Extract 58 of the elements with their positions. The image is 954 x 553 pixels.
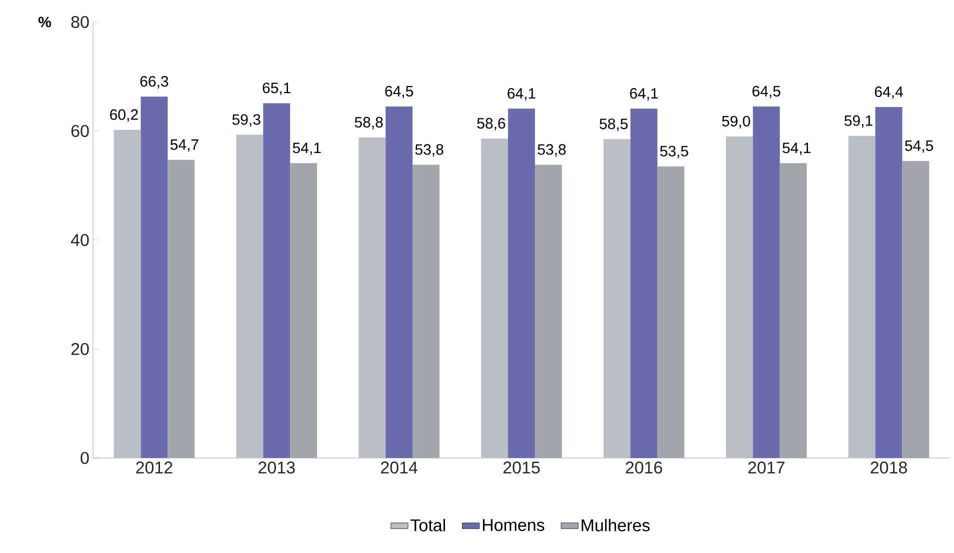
x-tick-label: 2018 xyxy=(870,462,907,474)
bar xyxy=(168,160,195,458)
x-tick-label: 2015 xyxy=(503,462,540,474)
bar xyxy=(481,138,508,458)
data-label: 53,8 xyxy=(538,144,566,157)
data-label: 54,1 xyxy=(292,142,321,155)
data-label: 58,8 xyxy=(354,116,383,130)
legend-label: Homens xyxy=(482,519,544,532)
bar xyxy=(263,103,290,458)
y-tick-label: 0 xyxy=(80,452,89,464)
data-label: 60,2 xyxy=(110,109,138,122)
bar xyxy=(875,107,902,458)
bar xyxy=(752,106,780,458)
y-axis-title: % xyxy=(38,16,52,28)
data-label: 59,1 xyxy=(844,115,872,128)
data-label: 64,4 xyxy=(874,86,903,99)
y-tick-label: 40 xyxy=(70,234,89,246)
bar xyxy=(236,134,264,458)
data-label: 59,3 xyxy=(232,114,260,127)
data-label: 54,5 xyxy=(905,140,934,153)
y-tick-label: 80 xyxy=(71,16,89,28)
data-label: 66,3 xyxy=(140,76,168,88)
bar xyxy=(534,164,562,458)
data-label: 54,7 xyxy=(170,139,198,152)
bar xyxy=(630,108,658,458)
legend-label: Mulheres xyxy=(582,518,650,532)
bar xyxy=(114,130,141,458)
data-label: 64,1 xyxy=(508,88,536,100)
bar xyxy=(780,163,807,458)
x-tick-label: 2016 xyxy=(626,462,662,474)
legend-label: Total xyxy=(410,518,445,532)
data-label: 64,1 xyxy=(630,88,658,100)
data-label: 54,1 xyxy=(782,142,810,155)
x-tick-label: 2012 xyxy=(136,462,172,474)
bar xyxy=(412,164,440,458)
bar xyxy=(726,136,753,458)
data-label: 64,5 xyxy=(385,86,414,98)
bar xyxy=(604,139,630,458)
data-label: 65,1 xyxy=(262,82,291,95)
x-tick-label: 2014 xyxy=(381,462,418,474)
y-tick-label: 20 xyxy=(71,342,89,356)
data-label: 58,5 xyxy=(600,118,628,131)
x-tick-label: 2013 xyxy=(258,462,295,474)
y-tick-label: 60 xyxy=(71,124,89,138)
data-label: 59,0 xyxy=(722,116,750,128)
bar xyxy=(358,138,386,458)
bar xyxy=(902,160,930,458)
data-label: 58,6 xyxy=(477,118,506,130)
bar xyxy=(386,106,413,458)
data-label: 53,8 xyxy=(415,144,444,157)
bar xyxy=(657,166,684,458)
data-label: 53,5 xyxy=(660,146,688,158)
bar xyxy=(290,163,318,458)
bar xyxy=(140,96,168,458)
bar xyxy=(508,108,535,458)
data-label: 64,5 xyxy=(752,86,780,98)
bar xyxy=(848,136,876,458)
x-tick-label: 2017 xyxy=(748,462,784,474)
